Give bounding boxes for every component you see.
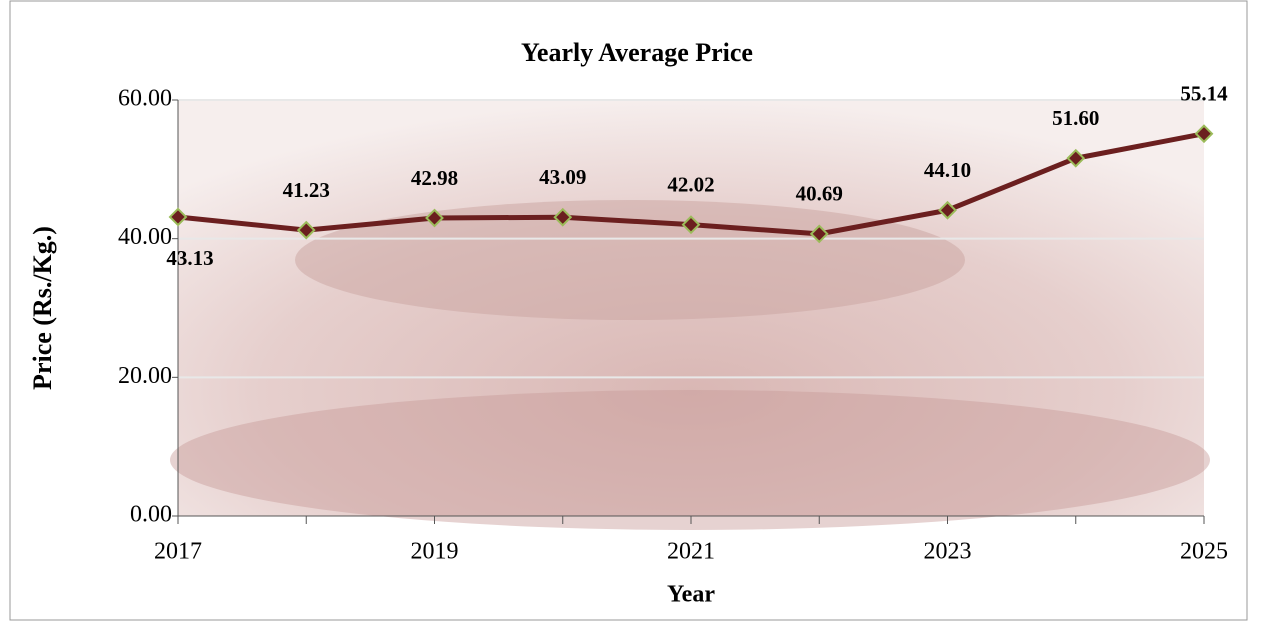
x-tick-label: 2021: [667, 539, 715, 565]
data-label: 40.69: [796, 182, 843, 206]
data-marker: [938, 200, 957, 220]
data-marker: [1194, 124, 1214, 144]
data-label: 41.23: [283, 178, 330, 202]
x-axis-title: Year: [667, 582, 715, 608]
data-label: 51.60: [1052, 106, 1099, 130]
data-marker: [425, 208, 444, 228]
y-tick-label: 60.00: [118, 86, 172, 112]
grain-image: [170, 390, 1210, 530]
data-marker: [809, 224, 829, 244]
data-marker: [168, 207, 188, 227]
data-marker: [1066, 148, 1086, 168]
data-marker: [296, 220, 316, 240]
data-marker: [553, 207, 573, 227]
bowl-image: [295, 200, 965, 320]
data-label: 55.14: [1180, 82, 1228, 106]
y-tick-label: 40.00: [118, 224, 172, 250]
y-axis-title: Price (Rs./Kg.): [28, 226, 57, 390]
data-label: 42.02: [667, 172, 714, 196]
data-label: 43.09: [539, 165, 586, 189]
x-tick-label: 2025: [1180, 539, 1228, 565]
y-tick-label: 20.00: [118, 363, 172, 389]
x-tick-label: 2017: [154, 539, 202, 565]
data-label: 44.10: [924, 158, 971, 182]
data-label: 43.13: [166, 246, 213, 270]
x-tick-label: 2019: [411, 539, 459, 565]
data-label: 42.98: [411, 166, 458, 190]
chart-title: Yearly Average Price: [521, 38, 753, 67]
y-tick-label: 0.00: [130, 502, 172, 528]
x-tick-label: 2023: [924, 539, 972, 565]
data-marker: [681, 215, 701, 235]
